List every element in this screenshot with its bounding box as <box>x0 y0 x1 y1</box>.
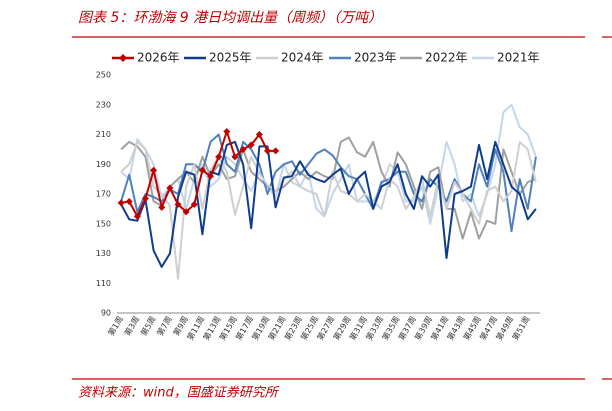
series-marker <box>247 141 255 149</box>
series-marker <box>239 145 247 153</box>
legend-label: 2026年 <box>137 51 180 65</box>
series-marker <box>215 153 223 161</box>
series-marker <box>158 203 166 211</box>
chart-title: 图表 5：环渤海 9 港日均调出量（周频）（万吨） <box>78 10 382 26</box>
series-line <box>120 140 537 268</box>
series-marker <box>174 200 182 208</box>
source: 资料来源：wind，国盛证券研究所 <box>78 385 280 401</box>
series-marker <box>150 166 158 174</box>
x-tick-label: 第3周 <box>122 314 141 337</box>
legend-label: 2021年 <box>497 51 540 65</box>
series-line <box>120 133 537 233</box>
series-marker <box>198 166 206 174</box>
series-marker <box>117 199 125 207</box>
y-tick-label: 90 <box>101 309 111 318</box>
y-tick-label: 110 <box>96 279 111 288</box>
x-tick-label: 第5周 <box>138 314 157 337</box>
series-marker <box>272 147 280 155</box>
x-tick-label: 第1周 <box>106 314 125 337</box>
y-tick-label: 170 <box>96 190 111 199</box>
y-tick-label: 210 <box>96 130 111 139</box>
series-line <box>120 140 537 280</box>
series-marker <box>166 184 174 192</box>
series-line <box>120 103 537 225</box>
legend-label: 2024年 <box>281 51 324 65</box>
series-marker <box>190 200 198 208</box>
x-tick-label: 第7周 <box>155 314 174 337</box>
series-marker <box>141 194 149 202</box>
y-tick-label: 190 <box>96 160 111 169</box>
legend-label: 2023年 <box>354 51 397 65</box>
y-tick-label: 230 <box>96 100 111 109</box>
legend-marker <box>119 54 127 62</box>
legend-label: 2022年 <box>425 51 468 65</box>
series-marker <box>223 128 231 136</box>
y-tick-label: 250 <box>96 71 111 80</box>
series-marker <box>207 172 215 180</box>
series-marker <box>263 147 271 155</box>
series-marker <box>231 153 239 161</box>
series-marker <box>182 208 190 216</box>
series-marker <box>125 197 133 205</box>
y-tick-label: 150 <box>96 219 111 228</box>
legend-label: 2025年 <box>209 51 252 65</box>
series-marker <box>133 212 141 220</box>
y-tick-label: 130 <box>96 249 111 258</box>
series-marker <box>255 131 263 138</box>
